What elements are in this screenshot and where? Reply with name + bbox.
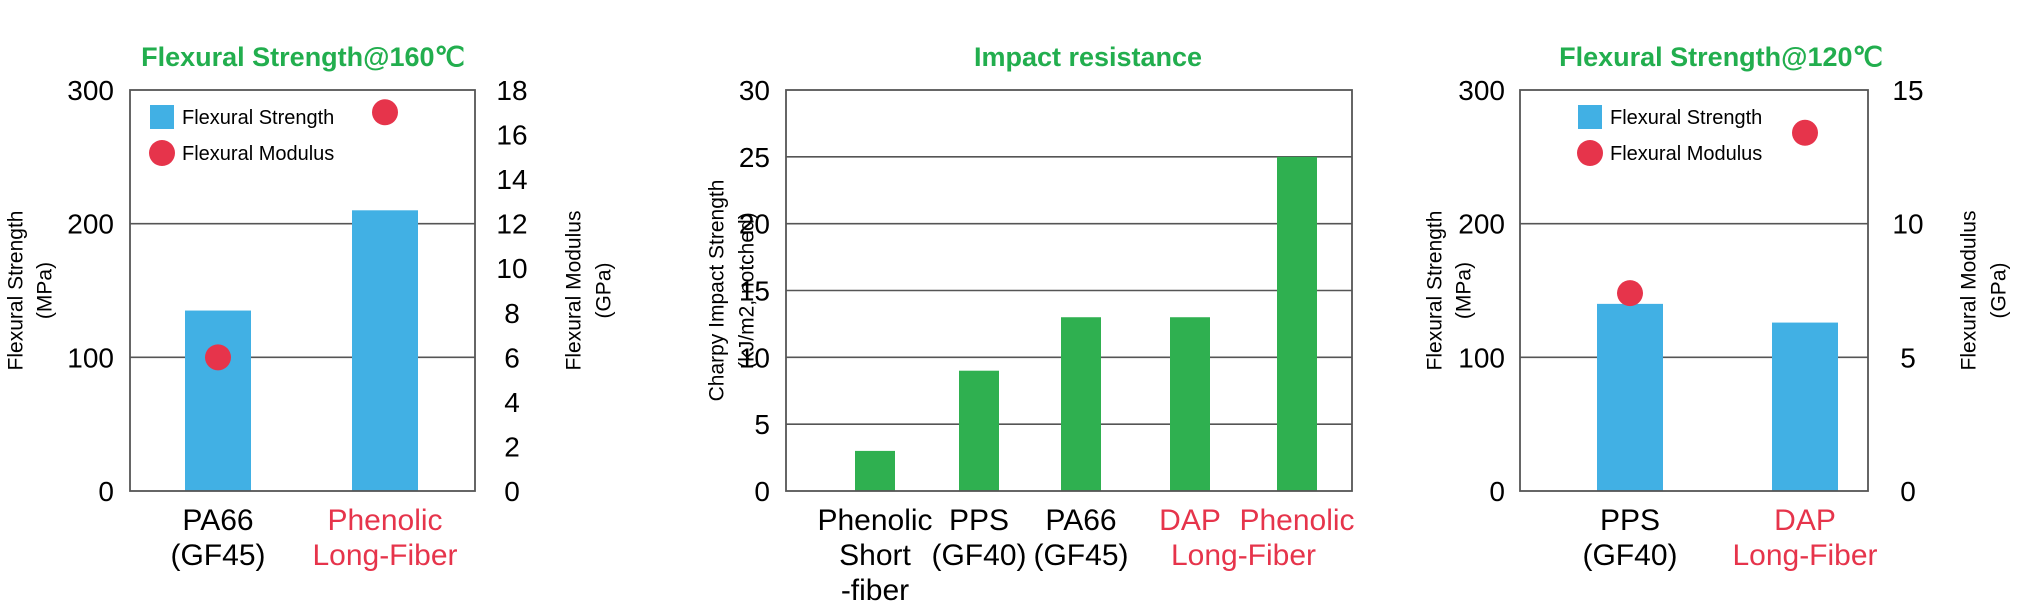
legend-swatch-dot xyxy=(149,140,175,166)
legend-label: Flexural Modulus xyxy=(1610,143,1762,165)
y-tick-label: 0 xyxy=(98,476,114,507)
chart-title: Impact resistance xyxy=(974,42,1202,72)
y-axis-label: Flexural Strength xyxy=(1424,211,1447,371)
y-tick-label: 10 xyxy=(739,342,770,373)
y-axis-label: (MPa) xyxy=(34,262,57,319)
y2-axis-label: Flexural Modulus xyxy=(563,211,586,371)
y2-tick-label: 5 xyxy=(1900,342,1916,373)
legend: Flexural Strength Flexural Modulus xyxy=(149,105,334,166)
bar xyxy=(959,370,999,491)
bar xyxy=(1772,322,1838,491)
category-label: Phenolic xyxy=(327,504,442,537)
category-label: (GF45) xyxy=(1033,539,1128,572)
plot-area xyxy=(785,89,1353,492)
legend-swatch-dot xyxy=(1577,140,1603,166)
category-label: (GF45) xyxy=(170,539,265,572)
plot-area xyxy=(129,89,476,492)
y2-axis-label: (GPa) xyxy=(1988,262,2011,318)
category-label: Phenolic xyxy=(817,504,932,537)
category-label: PPS xyxy=(1600,504,1660,537)
y-tick-label: 25 xyxy=(739,142,770,173)
y-axis-label: Flexural Strength xyxy=(5,211,28,371)
y-axis-label: (MPa) xyxy=(1453,262,1476,319)
bar xyxy=(855,450,895,491)
chart-title: Flexural Strength@160℃ xyxy=(141,42,465,72)
data-point xyxy=(205,344,231,371)
data-point xyxy=(1792,119,1818,146)
legend-label: Flexural Modulus xyxy=(182,143,334,165)
y2-tick-label: 14 xyxy=(496,164,527,195)
group-label: Long-Fiber xyxy=(1171,539,1316,572)
category-label: -fiber xyxy=(841,574,909,607)
y-tick-label: 0 xyxy=(754,476,770,507)
y-tick-label: 5 xyxy=(754,409,770,440)
y2-axis-label: (GPa) xyxy=(593,262,616,318)
category-label: PPS xyxy=(949,504,1009,537)
y-axis-label: Charpy Impact Strength xyxy=(706,180,729,402)
y2-tick-label: 2 xyxy=(504,431,520,462)
data-point xyxy=(372,99,398,126)
y2-tick-label: 18 xyxy=(496,75,527,106)
bar xyxy=(1061,317,1101,491)
category-label: PA66 xyxy=(182,504,253,537)
y2-tick-label: 12 xyxy=(496,209,527,240)
y-tick-label: 100 xyxy=(1458,342,1505,373)
y-tick-label: 200 xyxy=(67,209,114,240)
y-tick-label: 200 xyxy=(1458,209,1505,240)
y-tick-label: 15 xyxy=(739,276,770,307)
y2-tick-label: 10 xyxy=(496,253,527,284)
y2-tick-label: 6 xyxy=(504,342,520,373)
y2-tick-label: 15 xyxy=(1892,75,1923,106)
y-axis-label: (kJ/m2, notched) xyxy=(736,212,759,368)
category-label: DAP xyxy=(1159,504,1221,537)
legend-label: Flexural Strength xyxy=(182,107,334,129)
y-tick-label: 300 xyxy=(67,75,114,106)
y-tick-label: 0 xyxy=(1489,476,1505,507)
bar xyxy=(1170,317,1210,491)
legend-label: Flexural Strength xyxy=(1610,107,1762,129)
category-label: DAP xyxy=(1774,504,1836,537)
chart-title: Flexural Strength@120℃ xyxy=(1559,42,1883,72)
data-point xyxy=(1617,280,1643,307)
category-label: Phenolic xyxy=(1239,504,1354,537)
category-label: Long-Fiber xyxy=(1732,539,1877,572)
y2-tick-label: 16 xyxy=(496,120,527,151)
category-label: Long-Fiber xyxy=(312,539,457,572)
category-label: Short xyxy=(839,539,911,572)
legend-swatch-bar xyxy=(1578,105,1602,129)
bar xyxy=(1277,156,1317,492)
y-tick-label: 100 xyxy=(67,342,114,373)
bar xyxy=(352,210,418,492)
y2-tick-label: 4 xyxy=(504,387,520,418)
y-tick-label: 30 xyxy=(739,75,770,106)
y-tick-label: 300 xyxy=(1458,75,1505,106)
y2-axis-label: Flexural Modulus xyxy=(1958,211,1981,371)
y2-tick-label: 8 xyxy=(504,298,520,329)
chart-panel-1: Flexural Strength@160℃ 0 100 200 300 0 2 4 6 8 10 1… xyxy=(5,42,616,572)
category-label: (GF40) xyxy=(931,539,1026,572)
legend-swatch-bar xyxy=(150,105,174,129)
y2-tick-label: 0 xyxy=(504,476,520,507)
category-label: PA66 xyxy=(1045,504,1116,537)
chart-panel-3: Flexural Strength@120℃ 0 100 200 300 0 5 10 15 Fl… xyxy=(1424,42,2011,572)
y2-tick-label: 10 xyxy=(1892,209,1923,240)
y2-tick-label: 0 xyxy=(1900,476,1916,507)
chart-panel-2: Impact resistance 0 5 10 15 20 25 30 Charpy Impa… xyxy=(706,42,1355,607)
bar xyxy=(185,310,251,491)
plot-area xyxy=(1519,89,1869,492)
legend: Flexural Strength Flexural Modulus xyxy=(1577,105,1762,166)
bar xyxy=(1597,303,1663,491)
y-tick-label: 20 xyxy=(739,209,770,240)
category-label: (GF40) xyxy=(1582,539,1677,572)
